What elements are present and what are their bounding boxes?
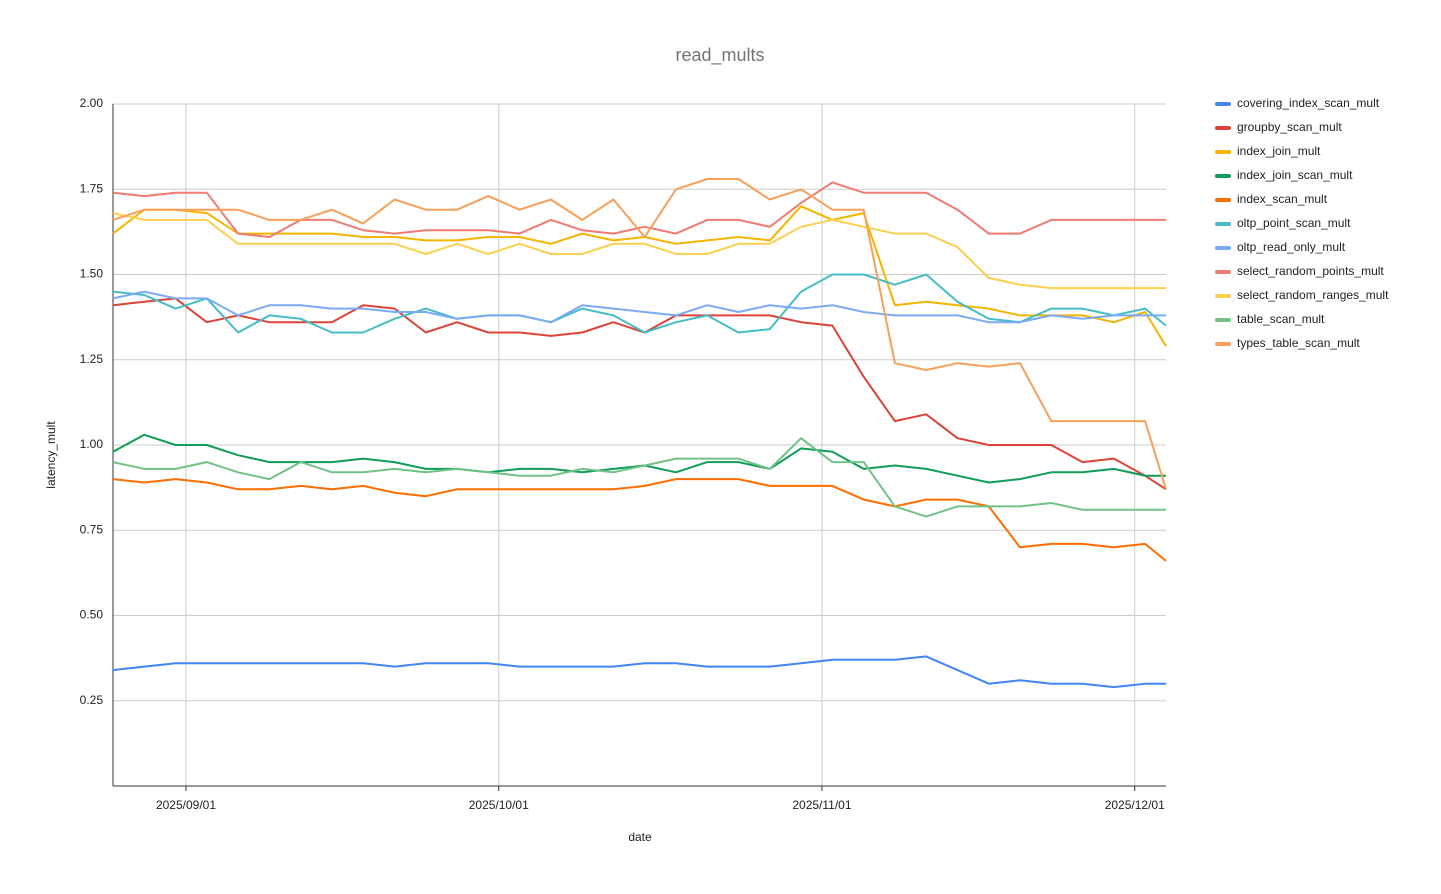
y-tick-label: 0.25 <box>80 693 104 707</box>
legend-label: groupby_scan_mult <box>1237 120 1342 134</box>
y-tick-label: 2.00 <box>80 96 104 110</box>
x-tick-label: 2025/09/01 <box>156 798 216 812</box>
y-tick-label: 1.25 <box>80 352 104 366</box>
legend-label: covering_index_scan_mult <box>1237 96 1380 110</box>
series-line <box>112 181 1166 238</box>
series-line <box>112 297 1167 491</box>
y-tick-label: 1.50 <box>80 267 104 281</box>
x-tick-label: 2025/11/01 <box>792 798 851 812</box>
legend-label: table_scan_mult <box>1237 312 1325 326</box>
series-line <box>112 655 1166 689</box>
chart-title: read_mults <box>675 45 764 66</box>
legend-label: select_random_ranges_mult <box>1237 288 1389 302</box>
y-tick-label: 0.75 <box>80 522 104 536</box>
legend-label: index_join_scan_mult <box>1237 168 1353 182</box>
series-line <box>112 273 1167 334</box>
y-tick-label: 1.75 <box>80 181 104 195</box>
x-tick-label: 2025/12/01 <box>1105 798 1165 812</box>
series-line <box>112 437 1166 518</box>
legend-label: oltp_point_scan_mult <box>1237 216 1351 230</box>
series-line <box>112 178 1167 490</box>
x-tick-label: 2025/10/01 <box>469 798 529 812</box>
legend-label: oltp_read_only_mult <box>1237 240 1346 254</box>
legend-label: types_table_scan_mult <box>1237 336 1360 350</box>
legend-label: index_scan_mult <box>1237 192 1328 206</box>
x-axis-label: date <box>628 830 652 844</box>
series-line <box>112 290 1166 324</box>
series-line <box>112 212 1166 290</box>
legend-label: index_join_mult <box>1237 144 1321 158</box>
series-line <box>112 478 1167 562</box>
y-tick-label: 1.00 <box>80 437 104 451</box>
y-axis-label: latency_mult <box>44 421 58 489</box>
y-tick-label: 0.50 <box>80 608 104 622</box>
series-line <box>112 433 1166 484</box>
legend-label: select_random_points_mult <box>1237 264 1384 278</box>
